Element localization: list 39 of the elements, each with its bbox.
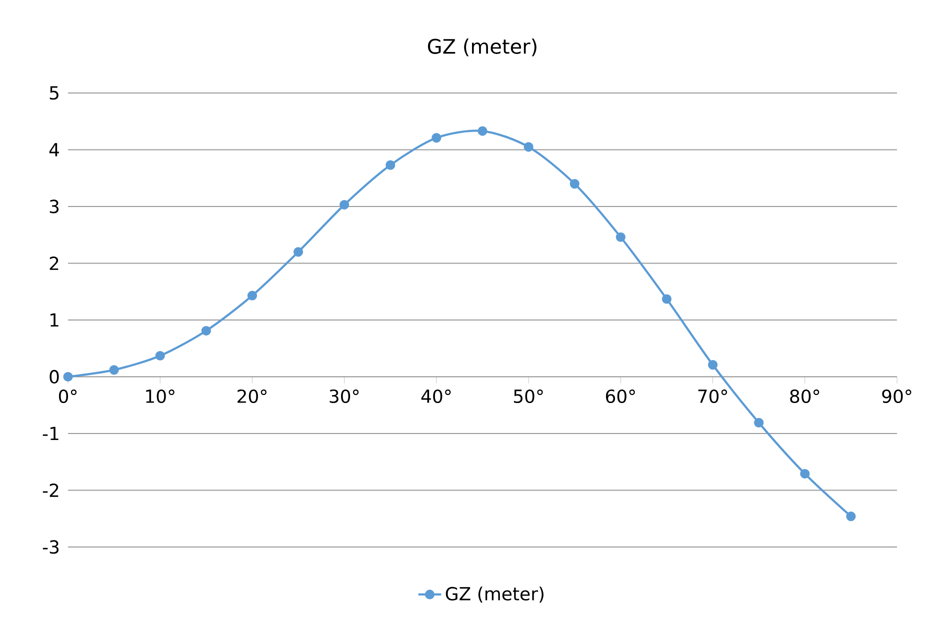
point: [524, 142, 534, 152]
y-tick-label: -3: [42, 540, 59, 554]
x-tick-label: 30°: [330, 389, 359, 404]
x-tick-label: 20°: [238, 389, 266, 404]
x-tick-label: 0°: [58, 389, 77, 404]
point: [63, 372, 73, 382]
point: [800, 468, 810, 479]
y-tick-label: 4: [49, 143, 59, 156]
point: [201, 326, 211, 336]
x-tick-label: 40°: [421, 389, 451, 404]
y-tick-label: -1: [42, 426, 58, 440]
point: [340, 200, 350, 210]
x-tick-label: 50°: [514, 389, 543, 404]
legend-label: GZ (meter): [446, 586, 544, 603]
point: [293, 247, 304, 257]
x-tick-label: 90°: [882, 389, 912, 404]
x-tick-label: 80°: [790, 389, 820, 404]
chart-title: GZ (meter): [428, 38, 536, 56]
point: [846, 512, 856, 522]
x-tick-label: 70°: [698, 389, 728, 404]
point: [478, 126, 488, 136]
point: [432, 133, 442, 143]
point: [754, 418, 764, 428]
point: [155, 350, 165, 361]
y-tick-label: -2: [42, 484, 58, 497]
point: [662, 294, 672, 304]
y-tick-label: 3: [50, 200, 59, 214]
point: [570, 178, 580, 189]
y-tick-label: 5: [50, 86, 58, 100]
point: [109, 365, 119, 375]
x-tick-label: 60°: [606, 389, 635, 404]
x-tick-label: 10°: [146, 389, 174, 404]
point: [247, 290, 258, 300]
point: [708, 360, 718, 370]
y-tick-label: 0: [50, 370, 59, 384]
point: [616, 232, 626, 242]
point: [386, 160, 396, 170]
y-tick-label: 2: [50, 256, 58, 270]
y-tick-label: 1: [50, 313, 58, 327]
